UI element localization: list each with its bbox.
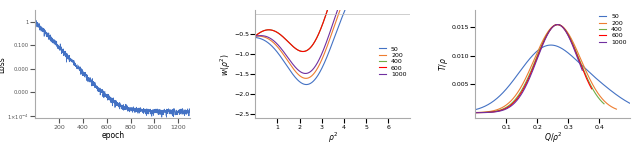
50 bbox=[627, 103, 634, 104]
400 bbox=[578, 65, 586, 66]
1000 bbox=[323, 41, 330, 43]
50 bbox=[259, 39, 267, 41]
50 bbox=[323, 57, 330, 58]
Y-axis label: $T/\rho$: $T/\rho$ bbox=[437, 57, 451, 71]
400 bbox=[593, 94, 600, 96]
400 bbox=[488, 111, 495, 113]
600 bbox=[323, 12, 330, 14]
50 bbox=[595, 80, 603, 82]
Y-axis label: Loss: Loss bbox=[0, 56, 6, 73]
X-axis label: $Q/\rho^2$: $Q/\rho^2$ bbox=[543, 131, 563, 145]
50 bbox=[252, 36, 259, 38]
600 bbox=[534, 54, 542, 56]
Line: 50: 50 bbox=[255, 0, 410, 85]
200 bbox=[578, 61, 586, 62]
Line: 400: 400 bbox=[476, 25, 604, 113]
1000 bbox=[488, 111, 495, 113]
X-axis label: $\rho^2$: $\rho^2$ bbox=[328, 131, 338, 145]
1000 bbox=[578, 68, 586, 70]
1000 bbox=[534, 56, 542, 58]
600 bbox=[327, 0, 335, 1]
1000 bbox=[259, 35, 267, 37]
Line: 400: 400 bbox=[255, 0, 385, 52]
Line: 600: 600 bbox=[255, 0, 378, 52]
200 bbox=[252, 35, 259, 37]
1000 bbox=[540, 42, 547, 44]
200 bbox=[534, 50, 542, 52]
600 bbox=[578, 66, 586, 68]
Line: 50: 50 bbox=[476, 45, 630, 110]
400 bbox=[327, 0, 335, 1]
Legend: 50, 200, 400, 600, 1000: 50, 200, 400, 600, 1000 bbox=[598, 13, 627, 45]
X-axis label: epoch: epoch bbox=[101, 131, 124, 140]
200 bbox=[472, 112, 479, 113]
200 bbox=[540, 38, 547, 40]
Line: 200: 200 bbox=[255, 0, 401, 78]
1000 bbox=[252, 35, 259, 37]
400 bbox=[252, 35, 259, 37]
200 bbox=[327, 36, 335, 37]
Y-axis label: $w(\rho^2)$: $w(\rho^2)$ bbox=[218, 53, 232, 76]
1000 bbox=[472, 112, 479, 114]
50 bbox=[547, 44, 555, 46]
50 bbox=[303, 84, 310, 85]
1000 bbox=[327, 29, 335, 31]
400 bbox=[540, 40, 547, 42]
50 bbox=[593, 78, 600, 79]
600 bbox=[488, 111, 495, 113]
50 bbox=[534, 49, 542, 51]
Line: 200: 200 bbox=[476, 25, 616, 112]
200 bbox=[259, 36, 267, 38]
600 bbox=[540, 41, 547, 43]
200 bbox=[593, 90, 600, 92]
Line: 600: 600 bbox=[476, 25, 591, 113]
50 bbox=[540, 46, 547, 48]
Legend: 50, 200, 400, 600, 1000: 50, 200, 400, 600, 1000 bbox=[378, 46, 407, 77]
400 bbox=[472, 112, 479, 114]
400 bbox=[259, 30, 267, 32]
400 bbox=[323, 12, 330, 14]
50 bbox=[578, 65, 586, 66]
50 bbox=[472, 109, 479, 111]
200 bbox=[595, 94, 603, 96]
200 bbox=[488, 110, 495, 112]
50 bbox=[488, 102, 495, 104]
600 bbox=[252, 35, 259, 37]
400 bbox=[595, 98, 603, 99]
400 bbox=[534, 53, 542, 55]
600 bbox=[259, 30, 267, 32]
Line: 1000: 1000 bbox=[255, 0, 399, 73]
Line: 1000: 1000 bbox=[476, 25, 582, 113]
200 bbox=[323, 47, 330, 49]
50 bbox=[327, 46, 335, 48]
600 bbox=[472, 112, 479, 114]
